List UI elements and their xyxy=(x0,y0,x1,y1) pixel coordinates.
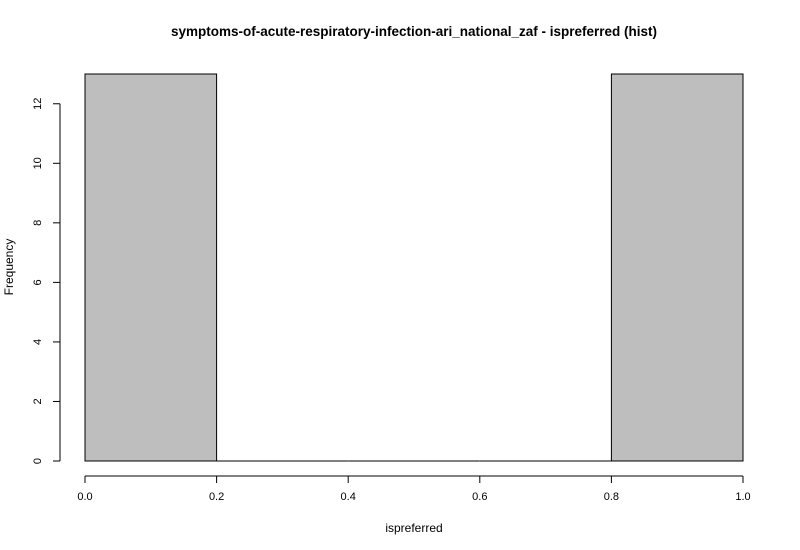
x-tick-label: 0.8 xyxy=(604,491,619,503)
bars-group xyxy=(84,73,744,462)
x-axis-label: ispreferred xyxy=(385,521,442,535)
histogram-bar xyxy=(610,73,744,462)
y-tick-label: 10 xyxy=(32,157,44,169)
x-tick-label: 1.0 xyxy=(735,491,750,503)
x-tick-label: 0.6 xyxy=(472,491,487,503)
y-tick-label: 4 xyxy=(32,339,44,345)
y-tick-label: 2 xyxy=(32,398,44,404)
chart-title: symptoms-of-acute-respiratory-infection-… xyxy=(171,24,657,39)
y-tick-label: 12 xyxy=(32,98,44,110)
y-axis: 0 2 4 6 8 10 12 xyxy=(32,98,61,464)
y-axis-label: Frequency xyxy=(2,239,16,296)
y-tick-label: 8 xyxy=(32,220,44,226)
y-tick-label: 0 xyxy=(32,458,44,464)
x-tick-label: 0.0 xyxy=(77,491,92,503)
x-tick-label: 0.2 xyxy=(209,491,224,503)
x-axis: 0.0 0.2 0.4 0.6 0.8 1.0 xyxy=(77,475,751,503)
histogram-bar xyxy=(84,73,218,462)
y-tick-label: 6 xyxy=(32,279,44,285)
x-tick-label: 0.4 xyxy=(341,491,356,503)
